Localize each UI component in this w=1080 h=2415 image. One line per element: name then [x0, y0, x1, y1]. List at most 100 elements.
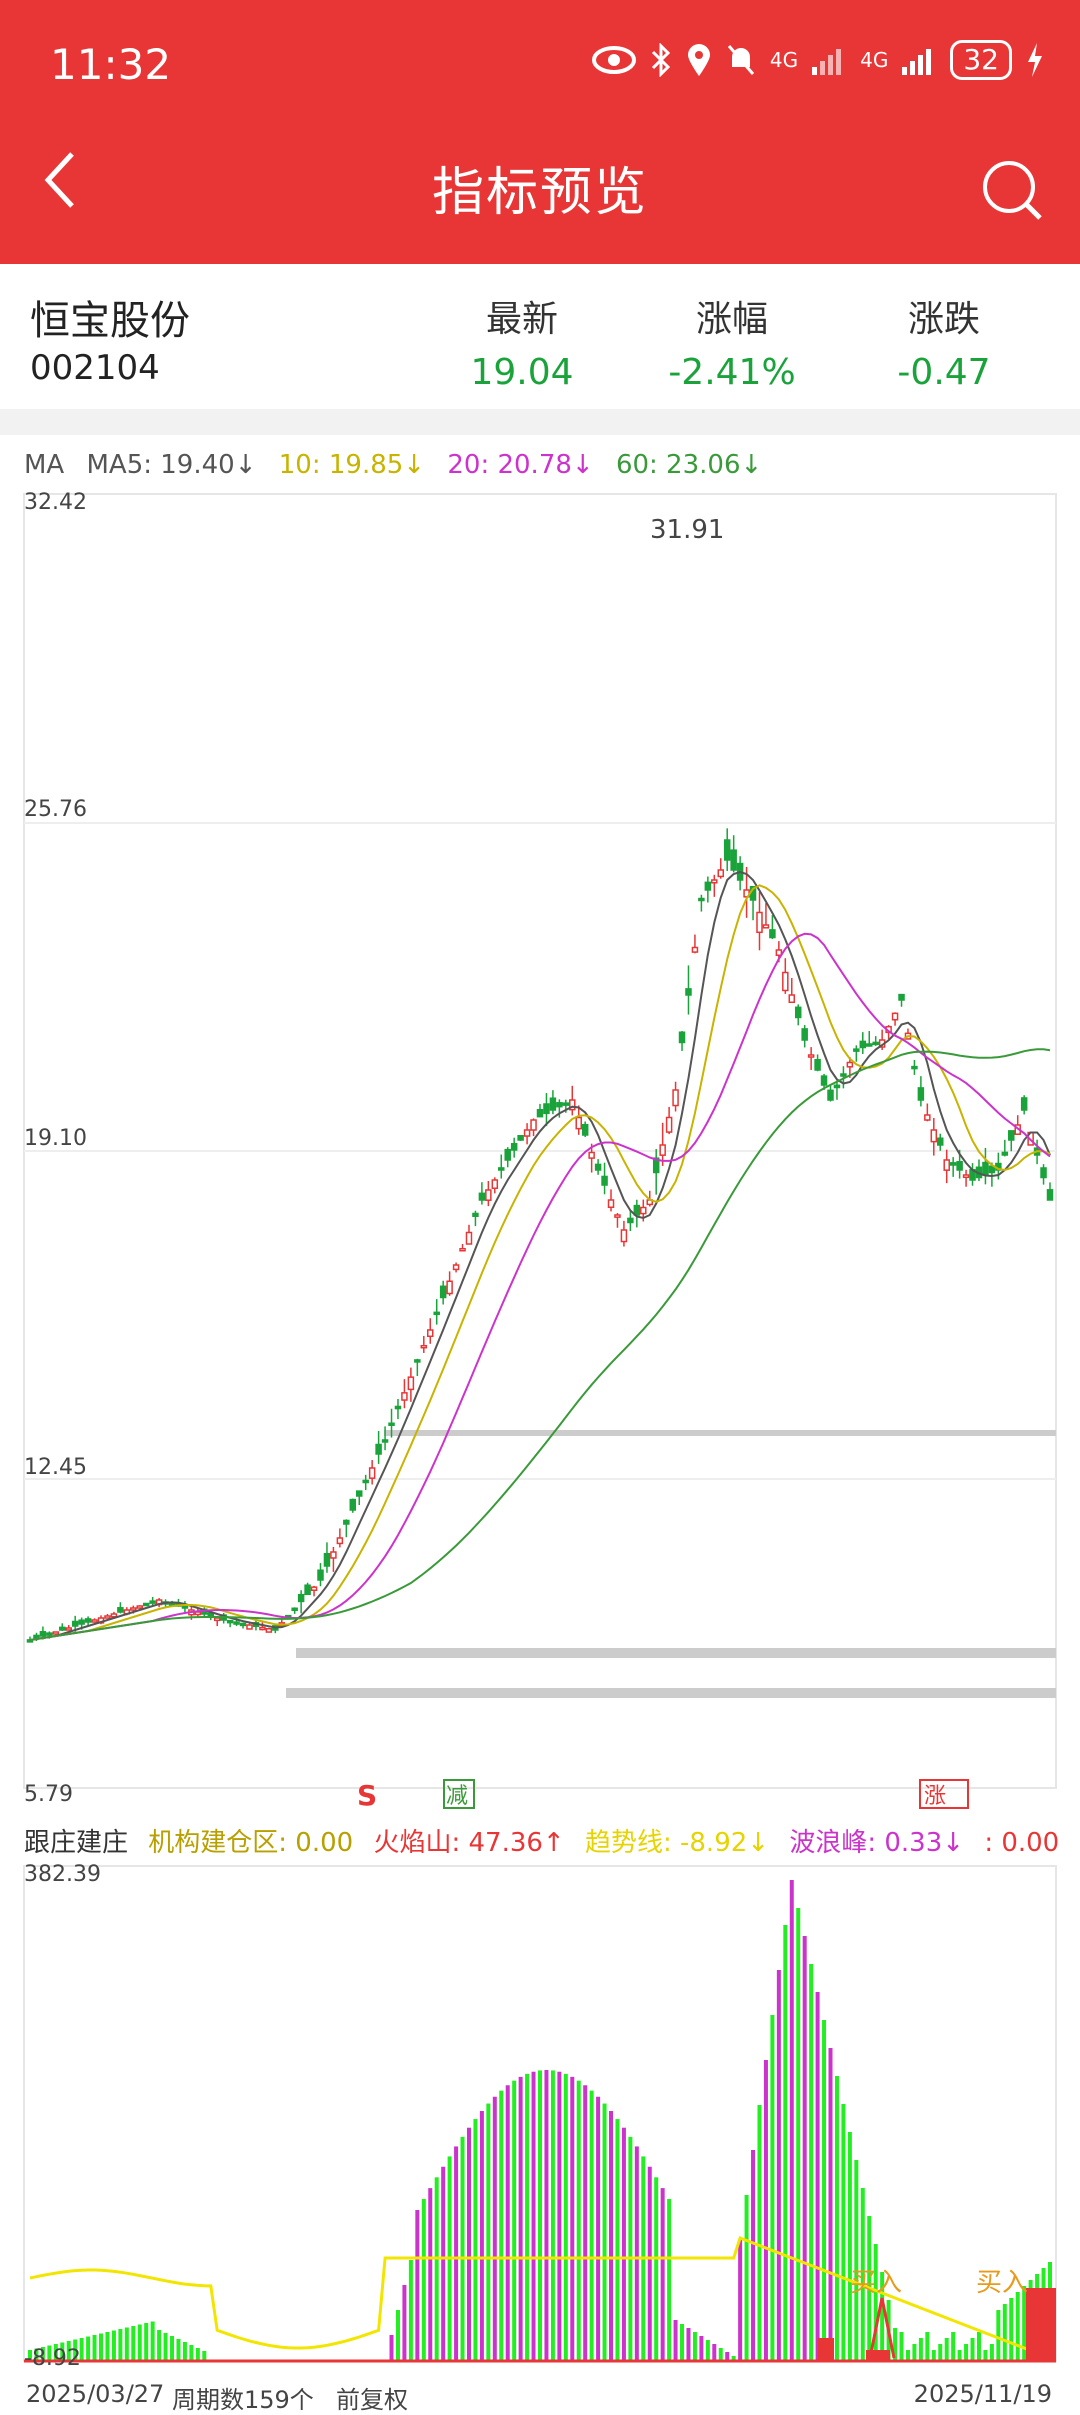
indicator-chart[interactable]: 买入 买入 — [0, 1858, 1080, 2368]
candle-body — [355, 1490, 363, 1497]
change-pct-value: -2.41% — [668, 352, 796, 393]
price-axis-label-3: 19.10 — [24, 1126, 87, 1151]
candle-body — [330, 1551, 337, 1559]
indicator-bar — [176, 2339, 181, 2360]
inst-value: 机构建仓区: 0.00 — [148, 1828, 354, 1858]
price-chart[interactable]: 31.91 S 减 涨 — [0, 480, 1080, 1810]
candle-body — [362, 1479, 369, 1484]
candle-body — [711, 879, 718, 884]
indicator-bar — [118, 2329, 123, 2360]
candle-body — [943, 1159, 950, 1171]
candle-body — [517, 1135, 524, 1141]
candle-body — [788, 994, 796, 1004]
indicator-bar — [776, 1970, 781, 2360]
candle-body — [814, 1058, 821, 1071]
indicator-bar — [402, 2285, 407, 2360]
candle-body — [762, 924, 770, 929]
eye-icon — [591, 46, 636, 74]
buy-signal-2: 买入 — [976, 2268, 1028, 2298]
candle-body — [226, 1619, 234, 1624]
candle-body — [78, 1619, 85, 1625]
indicator-bar — [692, 2332, 697, 2360]
indicator-bar — [589, 2090, 594, 2360]
buy-signal-1: 买入 — [850, 2268, 902, 2298]
candle-body — [575, 1116, 582, 1130]
indicator-bar — [157, 2330, 162, 2360]
indicator-bar — [60, 2342, 65, 2360]
candle-body — [472, 1212, 479, 1217]
latest-label: 最新 — [485, 299, 558, 340]
indicator-bar — [944, 2338, 949, 2360]
status-time: 11:32 — [50, 40, 172, 89]
candle-body — [110, 1613, 118, 1618]
indicator-bar — [918, 2338, 923, 2360]
candle-body — [1040, 1167, 1047, 1179]
wave-value: 波浪峰: 0.33↓ — [789, 1828, 965, 1858]
ma20-value: 20: 20.78↓ — [447, 450, 594, 480]
candle-body — [349, 1498, 357, 1511]
indicator-bar — [783, 1925, 788, 2360]
latest-price: 最新 19.04 — [432, 290, 612, 393]
candle-body — [394, 1405, 402, 1410]
candle-body — [427, 1329, 434, 1338]
candle-body — [59, 1626, 66, 1631]
candle-body — [485, 1189, 492, 1201]
candle-body — [820, 1075, 828, 1086]
candle-body — [698, 897, 705, 902]
reduce-signal-box — [443, 1779, 475, 1809]
quote-header: 恒宝股份 002104 最新 19.04 涨幅 -2.41% 涨跌 -0.47 — [0, 264, 1080, 409]
candle-body — [510, 1143, 518, 1151]
candle-body — [601, 1175, 608, 1186]
rise-signal-box — [919, 1779, 969, 1809]
indicator-bar — [531, 2071, 536, 2360]
indicator-bar — [1002, 2304, 1007, 2360]
candle-body — [782, 971, 789, 992]
adjust-mode[interactable]: 前复权 — [336, 2386, 408, 2414]
candle-body — [46, 1632, 53, 1636]
indicator-bar — [99, 2333, 104, 2360]
reduce-signal: 减 — [446, 1784, 468, 1809]
candle-body — [937, 1137, 944, 1146]
candle-body — [142, 1602, 150, 1607]
trend-value: 趋势线: -8.92↓ — [584, 1828, 770, 1858]
rise-signal: 涨 — [924, 1784, 946, 1809]
indicator-bar — [557, 2071, 562, 2360]
ma10-line — [29, 884, 1051, 1641]
indicator-bar — [170, 2336, 175, 2360]
candle-body — [498, 1167, 505, 1171]
candle-body — [627, 1217, 634, 1224]
candle-body — [865, 1043, 873, 1047]
candle-body — [71, 1620, 79, 1627]
indicator-bar — [854, 2160, 859, 2360]
indicator-bar — [738, 2240, 743, 2360]
candle-body — [891, 1012, 899, 1021]
candle-body — [310, 1586, 318, 1591]
indicator-bar — [699, 2336, 704, 2360]
candle-body — [336, 1537, 344, 1545]
indicator-bar — [34, 2348, 39, 2360]
candle-body — [581, 1123, 589, 1136]
indicator-bar — [957, 2350, 962, 2360]
candle-body — [104, 1615, 111, 1619]
period-count: 周期数159个 — [172, 2386, 314, 2414]
indicator-title: 跟庄建庄 — [24, 1828, 129, 1858]
indicator-bar — [124, 2327, 129, 2360]
charging-icon — [1028, 43, 1042, 77]
back-icon[interactable] — [40, 150, 80, 210]
candle-body — [136, 1605, 143, 1609]
indicator-bar — [802, 1936, 807, 2360]
indicator-bar — [163, 2333, 168, 2360]
indicator-bar — [389, 2335, 394, 2360]
indicator-bar — [479, 2111, 484, 2360]
indicator-bar — [983, 2350, 988, 2360]
search-icon[interactable] — [980, 158, 1044, 222]
indicator-bar — [131, 2326, 136, 2360]
indicator-bar — [434, 2177, 439, 2360]
indicator-bar — [654, 2177, 659, 2360]
indicator-bars — [28, 1880, 1052, 2360]
indicator-bar — [466, 2127, 471, 2360]
candle-body — [1046, 1189, 1054, 1201]
candle-body — [640, 1206, 647, 1215]
indicator-bar — [505, 2085, 510, 2360]
indicator-bar — [931, 2350, 936, 2360]
